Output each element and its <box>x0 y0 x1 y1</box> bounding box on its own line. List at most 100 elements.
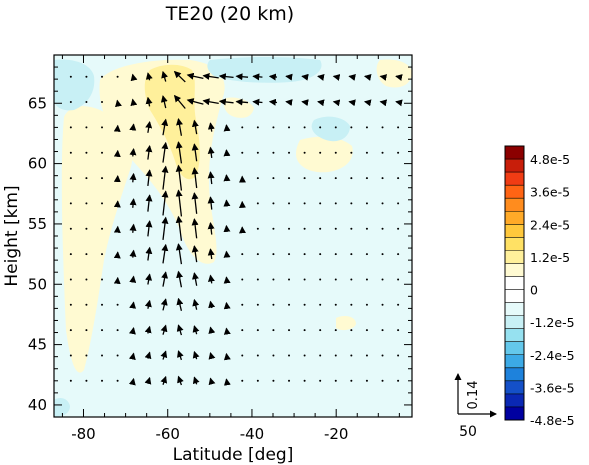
vector-dot <box>381 126 384 129</box>
vector-dot <box>272 126 275 129</box>
vector-arrow <box>223 378 231 386</box>
vector-dot <box>101 126 104 129</box>
vector-dot <box>381 227 384 230</box>
vector-dot <box>101 253 104 256</box>
vector-dot <box>397 303 400 306</box>
vector-arrow <box>223 224 231 233</box>
vector-arrow <box>161 216 169 240</box>
vector-arrow <box>208 326 216 335</box>
vector-dot <box>350 177 353 180</box>
vector-dot <box>319 177 322 180</box>
vector-dot <box>350 379 353 382</box>
vector-arrow <box>207 222 215 235</box>
vector-arrow <box>191 218 199 239</box>
vector-dot <box>256 151 259 154</box>
y-tick-label: 55 <box>28 215 47 233</box>
vector-arrow <box>192 272 199 286</box>
vector-dot <box>350 227 353 230</box>
colorbar-labels: 4.8e-5 3.6e-5 2.4e-5 1.2e-5 0 -1.2e-5 -2.4e-5 -… <box>530 152 575 428</box>
vector-arrow <box>191 119 199 135</box>
vector-dot <box>334 253 337 256</box>
vector-dot <box>288 151 291 154</box>
vector-dot <box>365 253 368 256</box>
vector-arrow <box>363 74 372 81</box>
colorbar-swatch <box>505 250 524 264</box>
vector-arrow <box>160 350 168 360</box>
negative-region <box>207 57 322 83</box>
vector-dot <box>350 354 353 357</box>
vector-arrow <box>175 189 183 217</box>
vector-arrow <box>192 325 200 335</box>
vector-dot <box>365 227 368 230</box>
vector-arrow <box>208 300 216 309</box>
vector-arrow <box>268 98 278 106</box>
vector-dot <box>319 379 322 382</box>
vector-dot <box>101 354 104 357</box>
colorbar <box>504 145 525 421</box>
vector-arrow <box>161 70 168 82</box>
vector-dot <box>85 75 88 78</box>
vector-dot <box>116 329 119 332</box>
vector-arrow <box>317 99 325 107</box>
vector-dot <box>256 329 259 332</box>
vector-arrow <box>173 70 186 83</box>
colorbar-swatch <box>505 159 524 173</box>
vector-dot <box>272 354 275 357</box>
vector-dot <box>241 329 244 332</box>
vector-arrow <box>191 167 199 189</box>
vector-arrow <box>161 141 169 163</box>
vector-dot <box>256 303 259 306</box>
vector-arrow <box>235 98 249 106</box>
colorbar-swatch <box>505 289 524 303</box>
vector-arrow <box>223 174 231 182</box>
vector-dot <box>85 303 88 306</box>
vector-arrow <box>129 198 137 208</box>
vector-arrow <box>145 220 153 237</box>
vector-dot <box>288 329 291 332</box>
vector-arrow <box>177 375 184 386</box>
vector-dot <box>397 278 400 281</box>
vector-dot <box>272 303 275 306</box>
reference-vector-vertical-label: 0.14 <box>466 381 481 410</box>
vector-arrow <box>207 146 215 158</box>
vector-dot <box>334 303 337 306</box>
vector-dot <box>69 151 72 154</box>
x-tick-label: -60 <box>155 425 180 443</box>
vector-arrow <box>223 124 231 132</box>
vector-arrow <box>129 148 137 157</box>
vector-dot <box>365 303 368 306</box>
vector-dot <box>303 126 306 129</box>
y-tick-label: 50 <box>28 275 47 293</box>
colorbar-label: -1.2e-5 <box>530 315 575 330</box>
x-tick-label: -80 <box>71 425 96 443</box>
vector-dot <box>365 202 368 205</box>
vector-dot <box>350 253 353 256</box>
y-tick-label: 65 <box>28 94 47 112</box>
vector-dot <box>101 278 104 281</box>
positive-region <box>336 316 356 331</box>
x-tick-label: -20 <box>324 425 349 443</box>
vector-arrow <box>129 249 137 258</box>
colorbar-swatch <box>505 380 524 395</box>
vector-dot <box>334 151 337 154</box>
vector-arrow <box>207 122 215 132</box>
vector-dot <box>303 151 306 154</box>
vector-arrow <box>129 172 137 183</box>
vector-arrow <box>301 73 309 81</box>
vector-dot <box>288 278 291 281</box>
vector-arrow <box>395 99 403 107</box>
vector-arrow <box>128 352 136 361</box>
vector-dot <box>69 329 72 332</box>
vector-arrow <box>301 99 309 107</box>
vector-dot <box>303 177 306 180</box>
vector-dot <box>397 354 400 357</box>
vector-arrow <box>223 276 231 284</box>
vector-dot <box>69 303 72 306</box>
vector-dot <box>397 253 400 256</box>
vector-arrow <box>176 324 184 336</box>
colorbar-label: 2.4e-5 <box>530 217 570 232</box>
positive-region <box>144 64 200 180</box>
vector-dot <box>334 126 337 129</box>
vector-arrow <box>161 271 169 287</box>
